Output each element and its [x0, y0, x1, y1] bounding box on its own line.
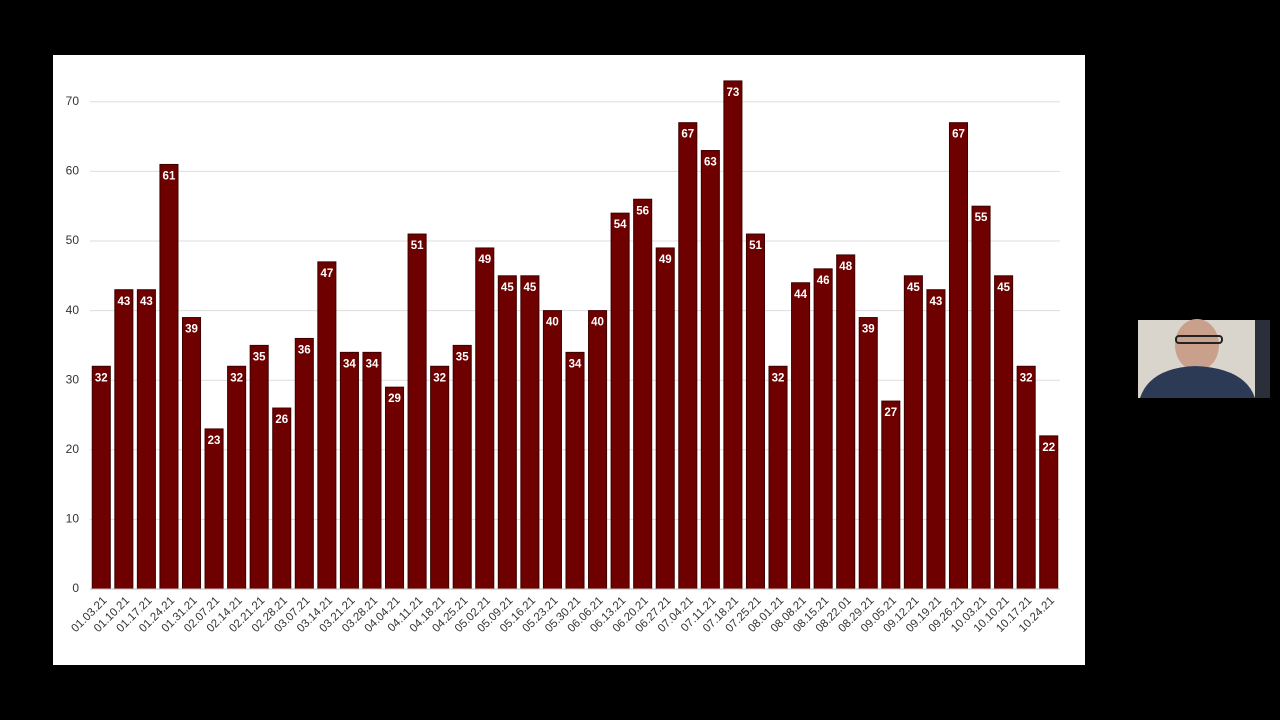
value-label: 32 — [433, 372, 446, 384]
y-tick-label: 30 — [66, 372, 80, 386]
bar — [362, 351, 382, 590]
value-label: 61 — [163, 170, 176, 182]
y-tick-label: 60 — [66, 164, 80, 178]
y-tick-label: 20 — [66, 442, 80, 456]
value-label: 36 — [298, 344, 311, 356]
bar — [678, 122, 698, 590]
bar — [249, 344, 269, 590]
value-label: 35 — [253, 351, 266, 363]
bar — [136, 289, 156, 590]
bar — [768, 365, 788, 590]
bar — [948, 122, 969, 590]
bar — [1016, 365, 1036, 590]
bar — [520, 275, 540, 590]
value-label: 23 — [208, 435, 221, 447]
value-label: 55 — [975, 212, 988, 224]
value-label: 45 — [523, 282, 536, 294]
value-label: 47 — [320, 268, 333, 280]
bar — [971, 205, 991, 590]
value-label: 34 — [343, 358, 356, 370]
bar — [542, 310, 562, 590]
bar — [926, 289, 946, 590]
bar — [317, 261, 337, 590]
value-label: 35 — [456, 351, 469, 363]
value-label: 32 — [1020, 372, 1033, 384]
bar — [700, 150, 720, 590]
y-tick-label: 50 — [66, 233, 80, 247]
bar — [1039, 435, 1059, 590]
value-label: 40 — [546, 317, 559, 329]
value-label: 56 — [636, 205, 649, 217]
value-label: 32 — [230, 372, 243, 384]
bar — [272, 407, 292, 590]
value-label: 45 — [501, 282, 514, 294]
y-tick-label: 70 — [66, 94, 80, 108]
bar — [791, 282, 811, 590]
value-label: 54 — [614, 219, 627, 231]
value-label: 63 — [704, 157, 717, 169]
bar — [881, 400, 901, 590]
bar — [745, 233, 765, 590]
bar — [565, 351, 585, 590]
bar — [339, 351, 359, 590]
bar — [610, 212, 630, 590]
value-label: 45 — [997, 282, 1010, 294]
value-label: 29 — [388, 393, 401, 405]
value-label: 49 — [478, 254, 491, 266]
value-label: 45 — [907, 282, 920, 294]
y-tick-label: 40 — [66, 303, 80, 317]
value-label: 51 — [749, 240, 762, 252]
bar — [655, 247, 675, 590]
value-label: 22 — [1042, 442, 1055, 454]
bar — [497, 275, 517, 590]
value-label: 67 — [952, 129, 965, 141]
value-label: 40 — [591, 317, 604, 329]
bar — [633, 198, 653, 590]
value-label: 48 — [839, 261, 852, 273]
value-label: 43 — [117, 296, 130, 308]
value-label: 26 — [275, 414, 288, 426]
bar — [91, 365, 111, 590]
value-label: 51 — [411, 240, 424, 252]
bar — [181, 317, 202, 590]
bar — [475, 247, 495, 590]
bar — [430, 365, 450, 590]
bar — [294, 337, 314, 590]
bar — [159, 163, 179, 590]
value-label: 43 — [140, 296, 153, 308]
bar — [588, 310, 608, 590]
y-tick-label: 10 — [66, 512, 80, 526]
bar — [994, 275, 1014, 590]
value-label: 43 — [930, 296, 943, 308]
bar — [903, 275, 923, 590]
bar — [227, 365, 247, 590]
bar — [858, 317, 878, 590]
bar — [114, 289, 134, 590]
value-label: 34 — [569, 358, 582, 370]
value-label: 32 — [95, 372, 108, 384]
webcam-thumbnail — [1138, 319, 1270, 398]
value-label: 32 — [772, 372, 785, 384]
value-label: 34 — [366, 358, 379, 370]
bar — [813, 268, 833, 590]
value-label: 39 — [185, 324, 198, 336]
bar — [723, 80, 743, 590]
y-tick-label: 0 — [72, 581, 79, 595]
value-label: 44 — [794, 289, 807, 301]
value-label: 39 — [862, 324, 875, 336]
value-label: 49 — [659, 254, 672, 266]
bar — [204, 428, 224, 590]
value-label: 73 — [727, 87, 740, 99]
bar — [452, 344, 472, 590]
bar — [385, 386, 405, 590]
bar — [407, 233, 427, 590]
value-label: 67 — [681, 129, 694, 141]
value-label: 46 — [817, 275, 830, 287]
bar — [836, 254, 856, 590]
value-label: 27 — [884, 407, 897, 419]
